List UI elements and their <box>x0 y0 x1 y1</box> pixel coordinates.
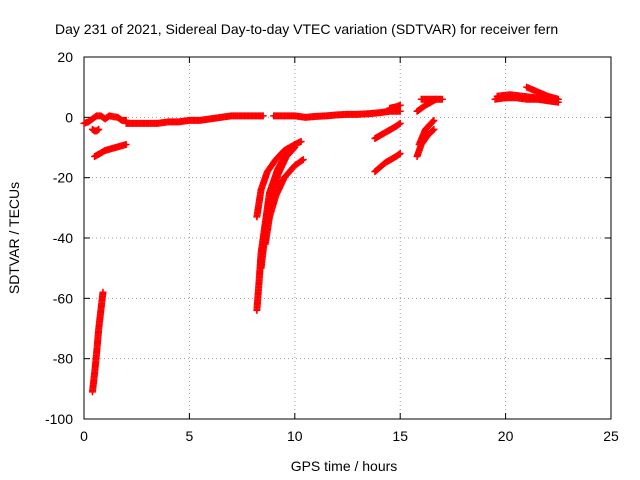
data-series <box>80 112 130 127</box>
data-point <box>396 107 404 115</box>
data-point <box>430 125 438 133</box>
data-series <box>91 140 130 161</box>
data-series <box>261 156 307 248</box>
data-point <box>396 119 404 127</box>
data-series <box>122 112 267 127</box>
data-series <box>493 91 552 103</box>
data-series <box>386 101 404 112</box>
data-point <box>395 150 403 158</box>
x-tick-label: 5 <box>186 428 194 444</box>
data-point <box>429 126 437 134</box>
y-tick-label: -80 <box>53 351 73 367</box>
data-point <box>438 95 446 103</box>
data-point <box>554 95 562 103</box>
x-tick-label: 0 <box>80 428 88 444</box>
data-point <box>99 288 107 296</box>
data-series <box>253 140 299 221</box>
x-tick-label: 15 <box>392 428 408 444</box>
x-tick-label: 25 <box>603 428 619 444</box>
data-point <box>122 140 130 148</box>
y-tick-label: 20 <box>57 49 73 65</box>
data-series <box>523 83 562 103</box>
data-point <box>395 120 403 128</box>
data-point <box>291 140 299 148</box>
data-series <box>88 288 107 396</box>
y-tick-label: -60 <box>53 290 73 306</box>
y-tick-label: 0 <box>65 109 73 125</box>
data-series <box>415 116 438 148</box>
data-point <box>298 156 306 164</box>
axis-ticks: 0 5 10 15 20 25 20 0 -20 -40 -60 -80 -100 <box>45 49 619 444</box>
data-series <box>88 125 103 135</box>
data-series <box>371 150 404 176</box>
y-tick-label: -20 <box>53 170 73 186</box>
data-point <box>429 117 437 125</box>
chart-title: Day 231 of 2021, Sidereal Day-to-day VTE… <box>55 21 558 37</box>
y-tick-label: -40 <box>53 230 73 246</box>
data-series <box>270 107 404 121</box>
y-axis-label: SDTVAR / TECUs <box>6 182 22 294</box>
x-tick-label: 10 <box>287 428 303 444</box>
data-point <box>430 116 438 124</box>
data-points <box>80 83 562 396</box>
data-point <box>94 126 102 134</box>
data-point <box>297 137 305 145</box>
x-axis-label: GPS time / hours <box>291 458 398 474</box>
y-tick-label: -100 <box>45 411 73 427</box>
data-point <box>299 156 307 164</box>
x-tick-label: 20 <box>498 428 514 444</box>
data-point <box>95 125 103 133</box>
data-series <box>371 119 404 142</box>
data-series <box>413 95 440 115</box>
data-point <box>259 112 267 120</box>
data-point <box>396 101 404 109</box>
data-point <box>396 150 404 158</box>
data-series <box>417 95 446 103</box>
